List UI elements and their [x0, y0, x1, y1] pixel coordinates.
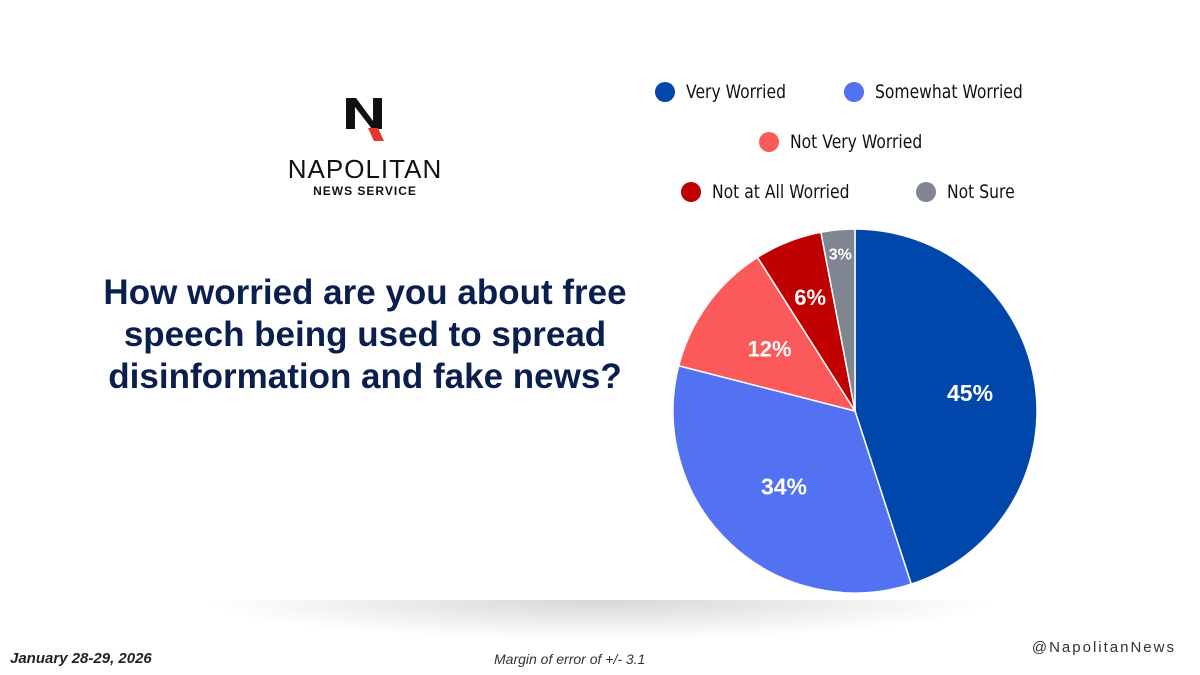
pie-slice-somewhat-worried: [672, 364, 913, 594]
legend-item-not-sure: Not Sure: [915, 181, 1030, 203]
napolitan-n-logo-icon: [346, 98, 384, 141]
legend-item-not-at-all-worried: Not at All Worried: [680, 181, 880, 203]
legend-swatch-not-at-all-worried: [680, 182, 701, 202]
legend-swatch-not-very-worried: [758, 132, 779, 152]
legend-label-not-at-all-worried: Not at All Worried: [711, 181, 850, 203]
pie-slice-very-worried: [854, 228, 1038, 586]
chart-shadow: [200, 600, 1000, 640]
legend-swatch-very-worried: [654, 82, 675, 102]
legend-row-1: Very Worried Somewhat Worried: [640, 81, 1070, 103]
legend-label-very-worried: Very Worried: [685, 81, 786, 103]
pie-slice-not-very-worried: [677, 256, 857, 413]
survey-date: January 28-29, 2026: [10, 650, 152, 667]
poll-question: How worried are you about free speech be…: [103, 273, 627, 396]
logo-name: NAPOLITAN: [287, 154, 443, 184]
legend-label-not-very-worried: Not Very Worried: [789, 131, 923, 153]
legend-row-2: Not Very Worried: [640, 131, 1070, 153]
legend-label-not-sure: Not Sure: [946, 181, 1015, 203]
data-label-not-sure: 3%: [829, 247, 852, 264]
legend-item-somewhat-worried: Somewhat Worried: [843, 81, 1055, 103]
pie-chart: 45% 34% 12% 6% 3%: [672, 228, 1038, 594]
data-label-not-at-all-worried: 6%: [794, 285, 826, 310]
logo-subtitle: NEWS SERVICE: [313, 184, 417, 198]
margin-of-error: Margin of error of +/- 3.1: [494, 651, 646, 667]
data-label-not-very-worried: 12%: [748, 336, 792, 361]
pie-slice-not-sure: [820, 228, 856, 412]
data-label-somewhat-worried: 34%: [761, 474, 807, 500]
legend-row-3: Not at All Worried Not Sure: [640, 181, 1070, 203]
social-handle: @NapolitanNews: [1031, 639, 1176, 656]
legend-swatch-somewhat-worried: [843, 82, 864, 102]
legend-item-not-very-worried: Not Very Worried: [758, 131, 951, 153]
legend-label-somewhat-worried: Somewhat Worried: [874, 81, 1023, 103]
legend-item-very-worried: Very Worried: [654, 81, 808, 103]
napolitan-logo: NAPOLITAN NEWS SERVICE: [270, 98, 460, 208]
data-label-very-worried: 45%: [947, 380, 993, 406]
legend-swatch-not-sure: [915, 182, 936, 202]
